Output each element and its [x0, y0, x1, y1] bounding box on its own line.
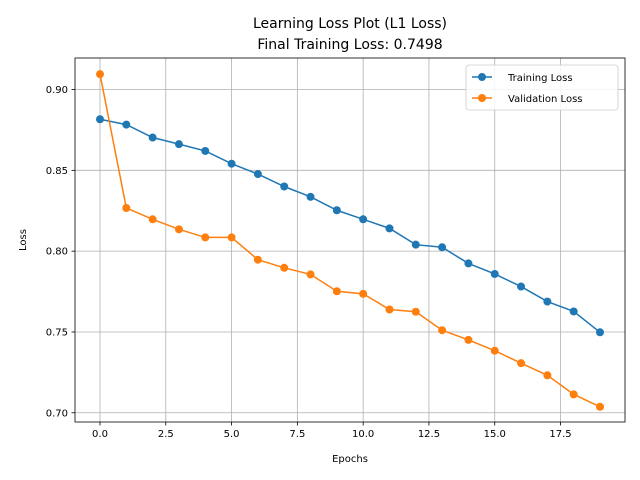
validation-loss-point: [201, 233, 210, 242]
chart-subtitle: Final Training Loss: 0.7498: [257, 37, 442, 53]
validation-loss-line: [99, 74, 601, 408]
y-tick-label: 0.90: [46, 85, 68, 96]
validation-loss-point: [96, 70, 104, 79]
x-tick-label: 7.5: [289, 429, 305, 440]
x-tick-label: 10.0: [352, 429, 374, 440]
x-tick-label: 2.5: [158, 429, 174, 440]
chart-title: Learning Loss Plot (L1 Loss): [253, 16, 447, 32]
legend-box: [465, 64, 619, 111]
legend-label: Training Loss: [507, 73, 573, 84]
y-tick-label: 0.75: [46, 327, 68, 338]
training-loss-point: [122, 120, 131, 129]
validation-loss-point: [543, 371, 552, 380]
training-loss-point: [201, 146, 210, 155]
training-loss-line: [99, 118, 601, 333]
x-tick-label: 5.0: [224, 429, 240, 440]
validation-loss-point: [253, 255, 262, 264]
legend-item-training-loss: Training Loss: [472, 73, 573, 84]
validation-loss-point: [569, 390, 578, 399]
series-validation-loss: [96, 70, 604, 411]
training-loss-point: [596, 328, 604, 337]
training-loss-point: [569, 307, 578, 316]
validation-loss-point: [411, 307, 420, 316]
training-loss-point: [359, 215, 368, 224]
x-axis-label: Epochs: [332, 454, 368, 465]
validation-loss-point: [596, 402, 604, 411]
training-loss-point: [411, 240, 420, 249]
training-loss-point: [306, 192, 315, 201]
validation-loss-point: [306, 270, 315, 279]
legend-swatch-marker: [478, 94, 486, 102]
x-tick-label: 17.5: [549, 429, 571, 440]
validation-loss-point: [359, 289, 368, 298]
training-loss-point: [174, 140, 183, 149]
validation-loss-point: [385, 305, 394, 314]
legend-swatch-marker: [478, 73, 486, 81]
legend: Training Loss Validation Loss: [465, 64, 619, 111]
y-tick-label: 0.80: [46, 247, 68, 258]
training-loss-point: [464, 259, 473, 268]
validation-loss-point: [174, 225, 183, 234]
x-tick-label: 0.0: [92, 429, 108, 440]
training-loss-point: [438, 243, 447, 252]
validation-loss-point: [490, 346, 499, 355]
training-loss-point: [96, 115, 104, 124]
series-training-loss: [96, 115, 604, 337]
training-loss-point: [332, 206, 341, 215]
x-tick-label: 15.0: [484, 429, 506, 440]
validation-loss-point: [517, 359, 526, 368]
axis-ticks: 0.0 2.5 5.0 7.5 10.0 12.5 15.0 17.5 0.70 0.75 0.80…: [46, 85, 572, 440]
y-tick-label: 0.85: [46, 166, 68, 177]
y-tick-label: 0.70: [46, 408, 68, 419]
plot-area-frame: [74, 57, 626, 423]
training-loss-point: [227, 159, 236, 168]
validation-loss-point: [122, 203, 131, 212]
validation-loss-point: [464, 335, 473, 344]
validation-loss-point: [438, 326, 447, 335]
training-loss-point: [148, 133, 157, 142]
legend-item-validation-loss: Validation Loss: [472, 94, 583, 105]
validation-loss-point: [332, 287, 341, 296]
training-loss-point: [490, 269, 499, 278]
validation-loss-point: [227, 233, 236, 242]
training-loss-point: [385, 224, 394, 233]
series-layer: [96, 70, 604, 411]
training-loss-point: [280, 182, 289, 191]
x-tick-label: 12.5: [418, 429, 440, 440]
training-loss-point: [543, 297, 552, 306]
validation-loss-point: [280, 263, 289, 272]
validation-loss-point: [148, 215, 157, 224]
y-axis-label: Loss: [18, 229, 29, 251]
legend-label: Validation Loss: [508, 94, 583, 105]
training-loss-point: [253, 170, 262, 179]
training-loss-point: [517, 282, 526, 291]
